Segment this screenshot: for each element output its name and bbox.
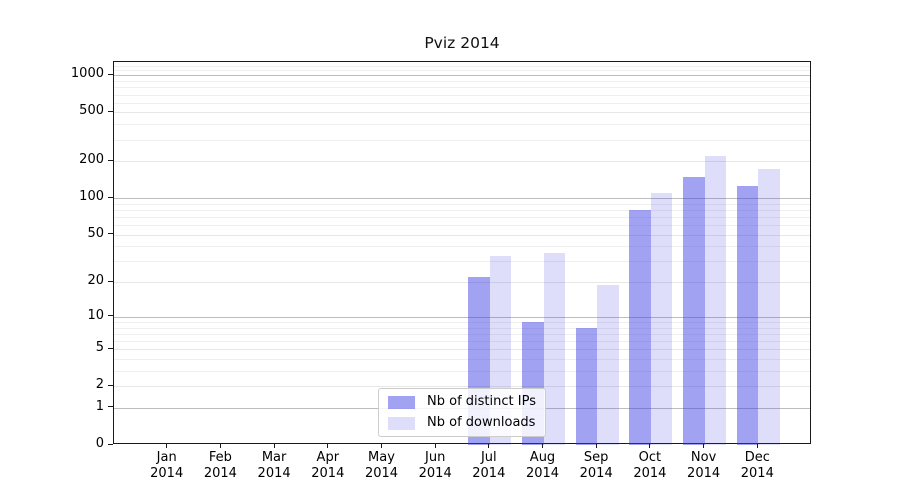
y-major-gridline — [114, 198, 810, 200]
y-tick-mark — [108, 159, 113, 161]
chart-title: Pviz 2014 — [424, 34, 500, 52]
x-tick-mark — [381, 444, 382, 448]
y-minor-gridline — [114, 261, 810, 263]
y-minor-gridline — [114, 246, 810, 248]
x-tick-label-mar: Mar 2014 — [257, 450, 291, 481]
y-gridline — [114, 234, 810, 236]
x-tick-mark — [219, 444, 221, 448]
x-tick-mark — [703, 444, 705, 448]
y-minor-gridline — [114, 209, 810, 211]
y-tick-label: 50 — [87, 225, 104, 241]
y-minor-gridline — [114, 94, 810, 96]
legend-swatch-distinct-ips — [388, 395, 416, 409]
bar-distinct-ips-oct — [629, 209, 651, 445]
bar-distinct-ips-sep — [575, 327, 598, 445]
x-tick-label-sep: Sep 2014 — [579, 450, 613, 481]
y-tick-label: 100 — [79, 189, 104, 205]
y-minor-gridline — [114, 102, 810, 104]
bar-distinct-ips-nov — [683, 176, 705, 445]
x-tick-mark — [756, 444, 758, 448]
y-tick-label: 2 — [95, 377, 104, 393]
y-minor-gridline — [114, 87, 810, 89]
y-minor-gridline — [114, 333, 810, 335]
x-tick-label-dec: Dec 2014 — [740, 450, 774, 481]
legend-swatch-downloads — [388, 416, 416, 430]
bar-downloads-aug — [543, 253, 565, 445]
y-major-gridline — [114, 316, 810, 318]
y-tick-label: 0 — [95, 436, 104, 451]
y-minor-gridline — [114, 139, 810, 141]
x-tick-label-oct: Oct 2014 — [633, 450, 667, 481]
y-tick-mark — [108, 196, 113, 198]
y-minor-gridline — [114, 370, 810, 372]
legend-entry-downloads: Nb of downloads — [388, 415, 536, 431]
y-tick-label: 10 — [87, 307, 104, 323]
legend: Nb of distinct IPs Nb of downloads — [378, 388, 546, 437]
x-tick-mark — [542, 444, 543, 448]
y-tick-label: 500 — [79, 103, 104, 119]
y-tick-mark — [108, 233, 113, 235]
x-tick-mark — [166, 444, 168, 448]
bar-downloads-dec — [758, 169, 780, 445]
x-tick-label-jun: Jun 2014 — [418, 450, 452, 481]
y-minor-gridline — [114, 217, 810, 218]
y-gridline — [114, 112, 810, 114]
y-minor-gridline — [114, 124, 810, 126]
x-tick-label-feb: Feb 2014 — [203, 450, 237, 481]
y-minor-gridline — [114, 358, 810, 360]
y-tick-mark — [108, 347, 113, 349]
y-gridline — [114, 161, 810, 163]
legend-label-distinct-ips: Nb of distinct IPs — [427, 394, 536, 409]
x-tick-label-jul: Jul 2014 — [472, 450, 506, 481]
y-tick-label: 20 — [87, 273, 104, 289]
y-tick-mark — [108, 280, 113, 282]
x-tick-mark — [434, 444, 436, 448]
y-tick-label: 5 — [95, 340, 104, 356]
legend-label-downloads: Nb of downloads — [427, 415, 536, 430]
x-tick-mark — [649, 444, 651, 448]
legend-entry-distinct-ips: Nb of distinct IPs — [388, 394, 536, 410]
y-tick-mark — [108, 384, 113, 386]
y-tick-label: 200 — [79, 152, 104, 168]
y-gridline — [114, 282, 810, 284]
bar-downloads-oct — [650, 193, 673, 445]
y-minor-gridline — [114, 65, 810, 67]
y-tick-label: 1 — [95, 398, 104, 414]
y-minor-gridline — [114, 225, 810, 227]
x-tick-label-jan: Jan 2014 — [150, 450, 184, 481]
y-gridline — [114, 386, 810, 388]
plot-area — [113, 61, 811, 445]
y-tick-mark — [108, 406, 113, 408]
y-minor-gridline — [114, 340, 810, 342]
y-tick-label: 1000 — [70, 66, 104, 82]
x-tick-mark — [327, 444, 329, 448]
x-tick-mark — [488, 444, 490, 448]
y-minor-gridline — [114, 81, 810, 82]
bar-downloads-nov — [704, 156, 727, 445]
bar-distinct-ips-dec — [736, 185, 759, 445]
y-tick-mark — [108, 110, 113, 112]
y-minor-gridline — [114, 203, 810, 205]
y-minor-gridline — [114, 327, 810, 329]
y-gridline — [114, 349, 810, 351]
y-major-gridline — [114, 75, 810, 77]
x-tick-mark — [273, 444, 275, 448]
y-minor-gridline — [114, 321, 810, 323]
x-tick-label-aug: Aug 2014 — [525, 450, 560, 481]
bar-downloads-sep — [597, 284, 619, 445]
x-tick-label-apr: Apr 2014 — [311, 450, 345, 481]
x-tick-label-nov: Nov 2014 — [687, 450, 721, 481]
y-minor-gridline — [114, 70, 810, 72]
x-tick-label-may: May 2014 — [364, 450, 399, 481]
y-tick-mark — [108, 315, 113, 317]
x-tick-mark — [595, 444, 597, 448]
y-tick-mark — [108, 73, 113, 75]
y-tick-mark — [108, 443, 113, 445]
